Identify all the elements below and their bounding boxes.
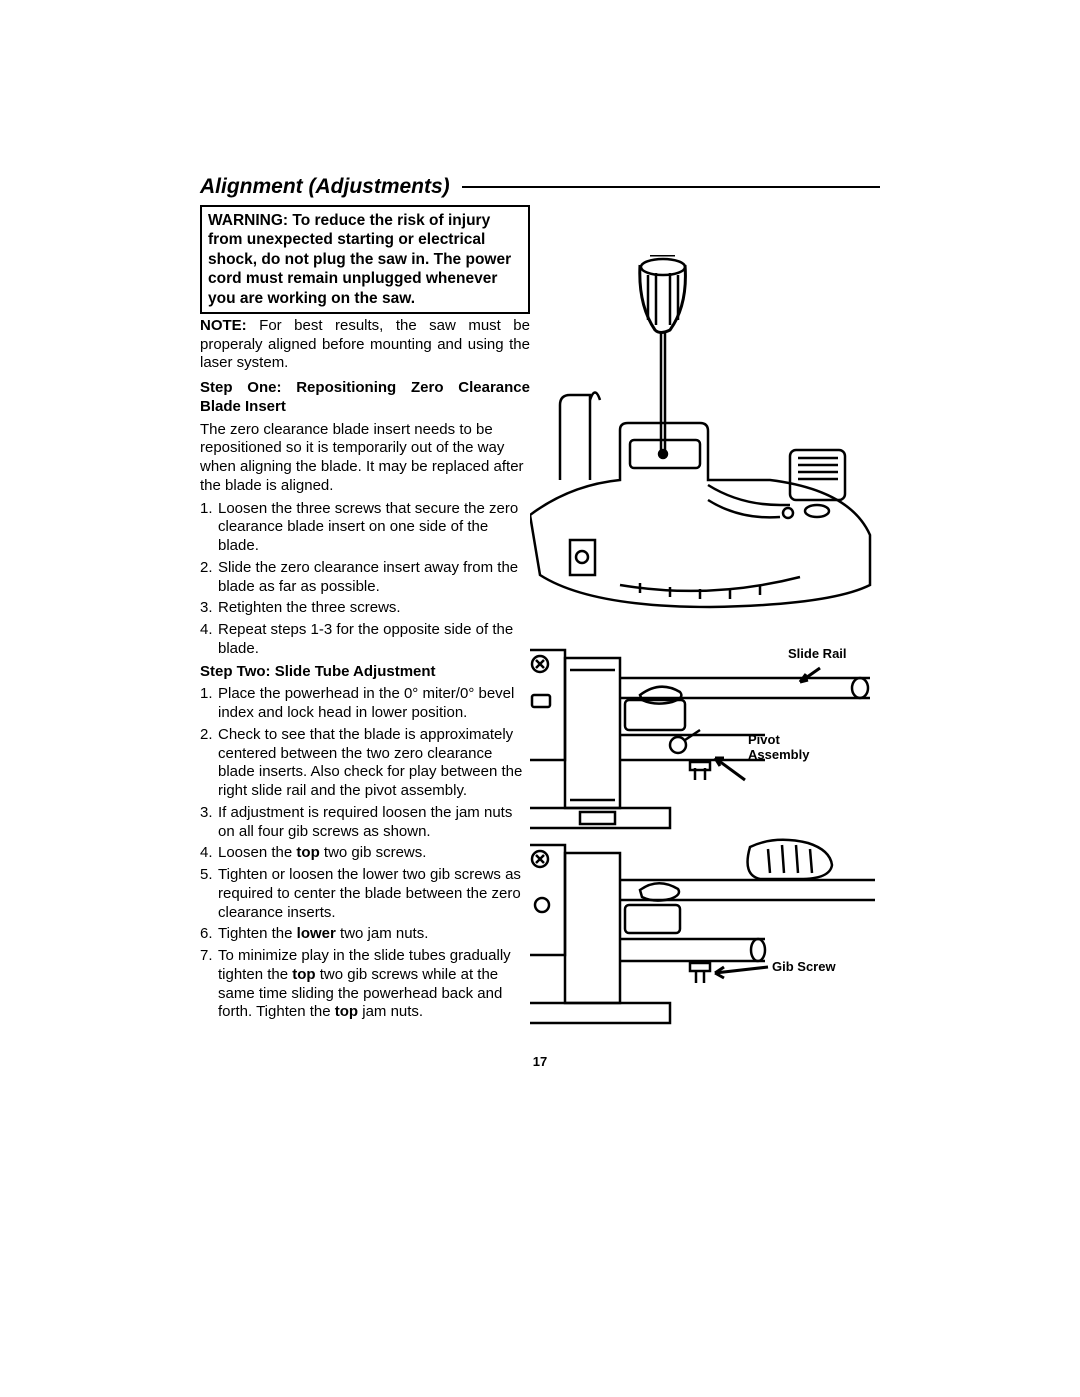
step-one-heading: Step One: Repositioning Zero Clearance B… (200, 379, 530, 417)
section-rule (462, 186, 880, 188)
list-item: Slide the zero clearance insert away fro… (200, 559, 530, 597)
label-slide-rail: Slide Rail (788, 646, 847, 661)
list-item: Repeat steps 1-3 for the opposite side o… (200, 621, 530, 659)
list-item: Place the powerhead in the 0° miter/0° b… (200, 685, 530, 723)
list-item: If adjustment is required loosen the jam… (200, 804, 530, 842)
label-gib-screw: Gib Screw (772, 959, 836, 974)
list-item: Tighten or loosen the lower two gib scre… (200, 866, 530, 922)
list-item: Loosen the three screws that secure the … (200, 500, 530, 556)
step-one-intro: The zero clearance blade insert needs to… (200, 421, 530, 496)
warning-box: WARNING: To reduce the risk of injury fr… (200, 205, 530, 314)
note-body: For best results, the saw must be proper… (200, 317, 530, 372)
step-two-list: Place the powerhead in the 0° miter/0° b… (200, 685, 530, 1022)
figure-blade-insert (530, 255, 880, 615)
note-prefix: NOTE: (200, 317, 247, 334)
figure-slide-rail: Slide Rail Pivot Assembly (530, 640, 880, 830)
list-item: Check to see that the blade is approxima… (200, 726, 530, 801)
right-column: Slide Rail Pivot Assembly (550, 205, 880, 1026)
section-title: Alignment (Adjustments) (200, 175, 462, 199)
left-column: WARNING: To reduce the risk of injury fr… (200, 205, 530, 1026)
list-item: Retighten the three screws. (200, 599, 530, 618)
label-pivot-assembly: Pivot Assembly (748, 732, 809, 762)
list-item: Loosen the top two gib screws. (200, 844, 530, 863)
figure-gib-screw: Gib Screw (530, 835, 880, 1025)
step-one-list: Loosen the three screws that secure the … (200, 500, 530, 659)
list-item: To minimize play in the slide tubes grad… (200, 947, 530, 1022)
page-number: 17 (0, 1054, 1080, 1069)
step-two-heading: Step Two: Slide Tube Adjustment (200, 663, 530, 682)
note-paragraph: NOTE: For best results, the saw must be … (200, 317, 530, 373)
list-item: Tighten the lower two jam nuts. (200, 925, 530, 944)
section-header: Alignment (Adjustments) (200, 175, 880, 199)
